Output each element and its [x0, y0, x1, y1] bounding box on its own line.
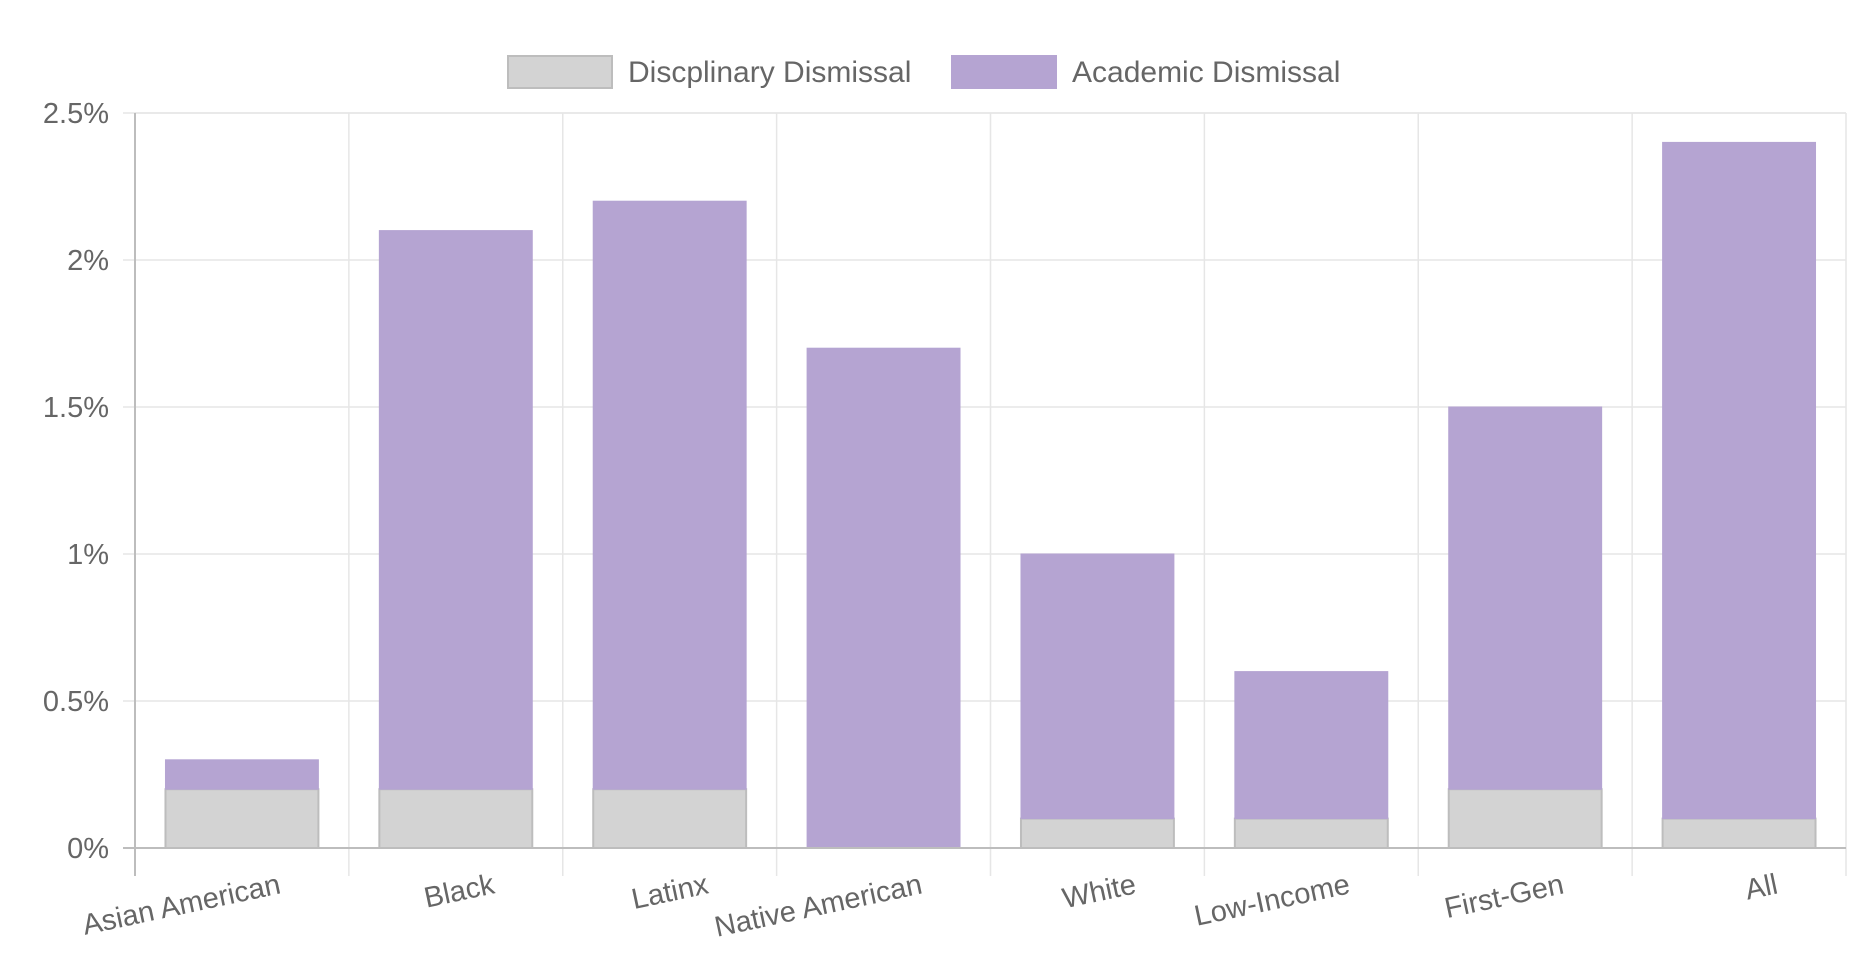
x-category-label: Black — [421, 868, 498, 914]
y-tick-label: 2.5% — [43, 98, 109, 130]
bar-academic[interactable] — [592, 200, 747, 790]
x-category-label: Latinx — [629, 868, 712, 915]
y-tick-label: 2% — [67, 245, 109, 277]
legend-swatch-disciplinary — [507, 55, 613, 89]
bar-disciplinary[interactable] — [164, 788, 320, 850]
y-axis-ticks: 0% 0.5% 1% 1.5% 2% 2.5% — [43, 98, 109, 865]
bar-academic[interactable] — [1448, 406, 1603, 790]
x-category-label: Low-Income — [1192, 869, 1353, 933]
legend-label-academic: Academic Dismissal — [1072, 56, 1340, 89]
bar-disciplinary[interactable] — [1661, 817, 1817, 849]
legend-label-disciplinary: Discplinary Dismissal — [628, 56, 911, 89]
axes — [123, 113, 1846, 876]
bar-disciplinary[interactable] — [1447, 788, 1603, 850]
bar-disciplinary[interactable] — [1019, 817, 1175, 849]
bar-academic[interactable] — [378, 230, 533, 790]
x-category-label: Asian American — [80, 869, 284, 942]
legend-item-disciplinary[interactable]: Discplinary Dismissal — [507, 55, 911, 89]
bar-academic[interactable] — [1662, 141, 1817, 820]
bar-disciplinary[interactable] — [378, 788, 534, 850]
x-category-label: First-Gen — [1442, 869, 1567, 925]
y-tick-label: 0.5% — [43, 686, 109, 718]
bar-academic[interactable] — [806, 347, 961, 849]
bar-academic[interactable] — [1020, 553, 1175, 820]
x-category-label: Native American — [712, 869, 925, 944]
y-tick-label: 1% — [67, 539, 109, 571]
y-tick-label: 0% — [67, 833, 109, 865]
bar-disciplinary[interactable] — [1233, 817, 1389, 849]
bar-academic[interactable] — [1234, 671, 1389, 820]
bar-academic[interactable] — [164, 759, 319, 790]
bar-disciplinary[interactable] — [592, 788, 748, 850]
legend-swatch-academic — [951, 55, 1057, 89]
bars — [164, 141, 1817, 850]
x-category-label: White — [1060, 869, 1139, 916]
y-tick-label: 1.5% — [43, 392, 109, 424]
legend: Discplinary Dismissal Academic Dismissal — [507, 55, 1340, 89]
x-category-label: All — [1742, 869, 1780, 907]
x-axis-labels: Asian American Black Latinx Native American… — [80, 868, 1781, 943]
legend-item-academic[interactable]: Academic Dismissal — [951, 55, 1340, 89]
